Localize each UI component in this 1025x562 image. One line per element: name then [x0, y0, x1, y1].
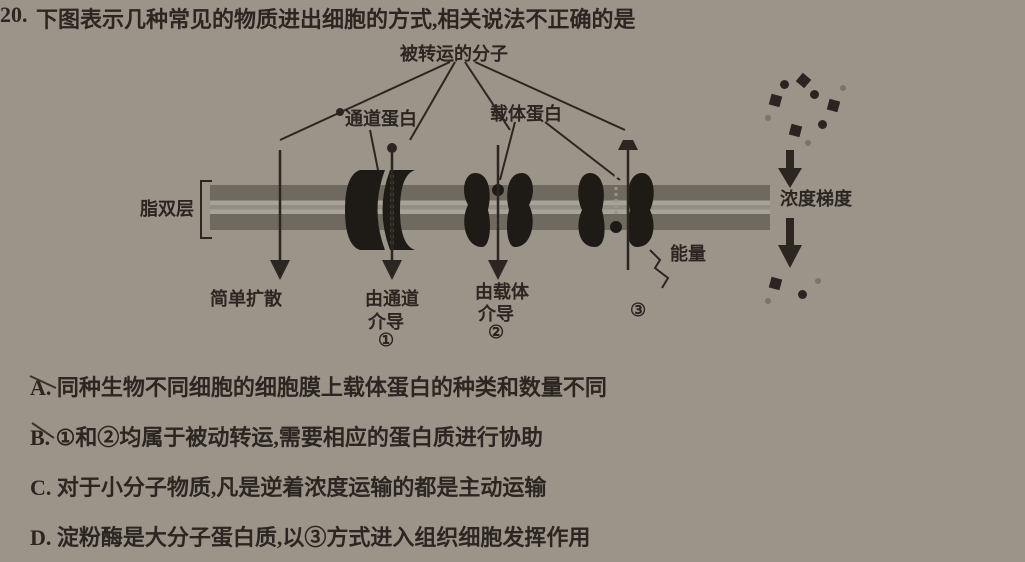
transport-diagram: 被转运的分子 通道蛋白 载体蛋白 脂双层 [150, 40, 890, 340]
option-d: D. 淀粉酶是大分子蛋白质,以③方式进入组织细胞发挥作用 [30, 520, 590, 552]
particle [840, 85, 846, 91]
particle [765, 298, 771, 304]
particle [810, 90, 819, 99]
simple-diffusion-label: 简单扩散 [210, 285, 282, 311]
option-c: C. 对于小分子物质,凡是逆着浓度运输的都是主动运输 [30, 470, 546, 502]
active-transport-num: ③ [630, 300, 646, 321]
energy-label: 能量 [670, 240, 706, 266]
channel-mediated-num: ① [378, 330, 394, 351]
bilayer-label: 脂双层 [140, 195, 194, 221]
particle [798, 290, 807, 299]
particle [765, 115, 771, 121]
carrier-mediated-num: ② [488, 322, 504, 343]
question-stem: 下图表示几种常见的物质进出细胞的方式,相关说法不正确的是 [36, 2, 636, 34]
question-number: 20. [0, 2, 28, 28]
particle [780, 80, 789, 89]
option-a: A. 同种生物不同细胞的细胞膜上载体蛋白的种类和数量不同 [30, 370, 607, 402]
particle [815, 278, 821, 284]
exam-page: 20. 下图表示几种常见的物质进出细胞的方式,相关说法不正确的是 被转运的分子 … [0, 0, 1025, 562]
particle [769, 277, 782, 290]
gradient-arrow [750, 140, 830, 280]
option-b: B. ①和②均属于被动转运,需要相应的蛋白质进行协助 [30, 420, 543, 452]
particle [818, 120, 827, 129]
pencil-marks [28, 368, 68, 448]
